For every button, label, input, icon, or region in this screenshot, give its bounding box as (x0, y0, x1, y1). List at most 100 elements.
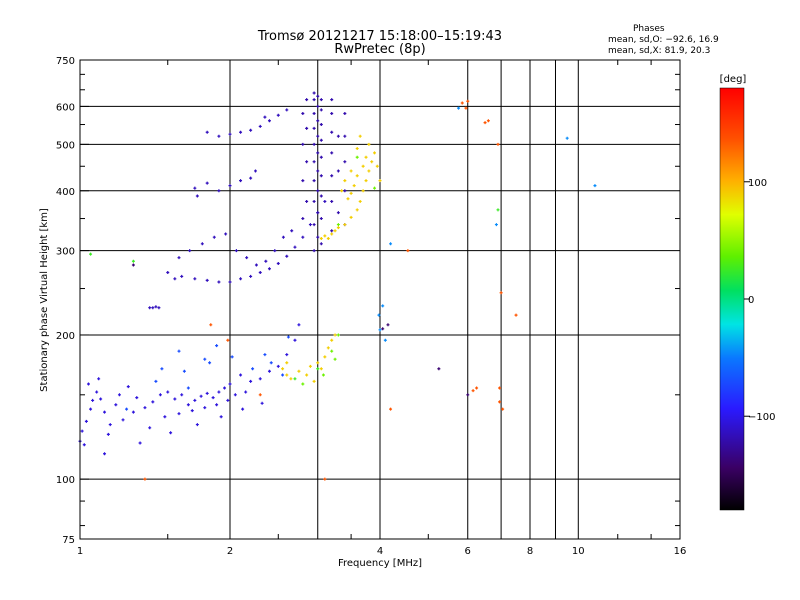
echo-point (308, 223, 312, 227)
echo-point (457, 106, 461, 110)
echo-point (378, 179, 382, 183)
echo-point (316, 134, 320, 138)
echo-point (281, 373, 285, 377)
echo-point (312, 199, 316, 203)
echo-point (323, 234, 327, 238)
echo-point (148, 306, 152, 310)
echo-point (267, 119, 271, 123)
echo-point (84, 419, 88, 423)
echo-point (285, 108, 289, 112)
echo-point (217, 134, 221, 138)
echo-point (195, 194, 199, 198)
echo-point (466, 99, 470, 103)
echo-point (319, 217, 323, 221)
echo-point (106, 432, 110, 436)
echo-point (330, 174, 334, 178)
echo-point (496, 142, 500, 146)
echo-point (173, 277, 177, 281)
echo-point (389, 407, 393, 411)
echo-point (349, 169, 353, 173)
echo-point (263, 353, 267, 357)
echo-point (186, 386, 190, 390)
echo-point (301, 235, 305, 239)
echo-point (406, 249, 410, 253)
echo-point (466, 393, 470, 397)
x-tick-label: 16 (674, 546, 687, 557)
echo-point (212, 235, 216, 239)
echo-point (180, 393, 184, 397)
echo-point (367, 169, 371, 173)
echo-point (343, 223, 347, 227)
echo-point (336, 169, 340, 173)
x-tick-label: 2 (227, 546, 233, 557)
echo-point (154, 379, 158, 383)
x-tick-label: 4 (377, 546, 383, 557)
echo-point (501, 407, 505, 411)
echo-point (373, 151, 377, 155)
echo-point (377, 313, 381, 317)
x-tick-label: 1 (77, 546, 83, 557)
echo-point (312, 142, 316, 146)
echo-point (215, 403, 219, 407)
chart-title: Tromsø 20121217 15:18:00–15:19:43 (257, 29, 502, 44)
echo-point (389, 242, 393, 246)
echo-point (263, 115, 267, 119)
echo-point (211, 396, 215, 400)
echo-point (249, 274, 253, 278)
echo-point (228, 184, 232, 188)
echo-point (319, 123, 323, 127)
echo-point (496, 208, 500, 212)
colorbar-tick-label: 100 (748, 178, 767, 189)
echo-point (316, 94, 320, 98)
echo-point (195, 423, 199, 427)
echo-point (89, 407, 93, 411)
echo-point (565, 136, 569, 140)
echo-point (355, 174, 359, 178)
echo-point (483, 121, 487, 125)
echo-point (312, 249, 316, 253)
echo-point (121, 418, 125, 422)
echo-point (367, 142, 371, 146)
echo-point (312, 179, 316, 183)
echo-point (97, 377, 101, 381)
echo-point (269, 361, 273, 365)
echo-point (330, 338, 334, 342)
echo-point (381, 304, 385, 308)
x-tick-label: 8 (527, 546, 533, 557)
echo-point (157, 306, 161, 310)
echo-point (323, 477, 327, 481)
echo-point (239, 373, 243, 377)
echo-point (349, 191, 353, 195)
stats-line-x: mean, sd,X: 81.9, 20.3 (608, 46, 710, 56)
echo-point (143, 477, 147, 481)
echo-point (301, 217, 305, 221)
echo-point (89, 252, 93, 256)
echo-point (193, 277, 197, 281)
echo-point (319, 174, 323, 178)
echo-point (514, 313, 518, 317)
echo-point (166, 271, 170, 275)
stats-heading: Phases (633, 24, 665, 34)
echo-point (378, 328, 382, 332)
grid-lines (80, 60, 680, 539)
echo-point (358, 134, 362, 138)
echo-point (293, 377, 297, 381)
echo-point (126, 385, 130, 389)
echo-point (316, 169, 320, 173)
colorbar-ticks: 100 0 −100 (744, 178, 775, 423)
echo-point (86, 382, 90, 386)
echo-point (316, 235, 320, 239)
echo-point (373, 186, 377, 190)
echo-point (336, 226, 340, 230)
echo-point (217, 189, 221, 193)
echo-point (95, 390, 99, 394)
echo-point (286, 335, 290, 339)
y-tick-label: 200 (56, 331, 75, 342)
echo-point (217, 280, 221, 284)
echo-point (285, 361, 289, 365)
echo-point (312, 91, 316, 95)
y-tick-label: 750 (56, 56, 75, 67)
echo-point (239, 179, 243, 183)
colorbar-tick-label: −100 (748, 412, 775, 423)
echo-point (305, 126, 309, 130)
